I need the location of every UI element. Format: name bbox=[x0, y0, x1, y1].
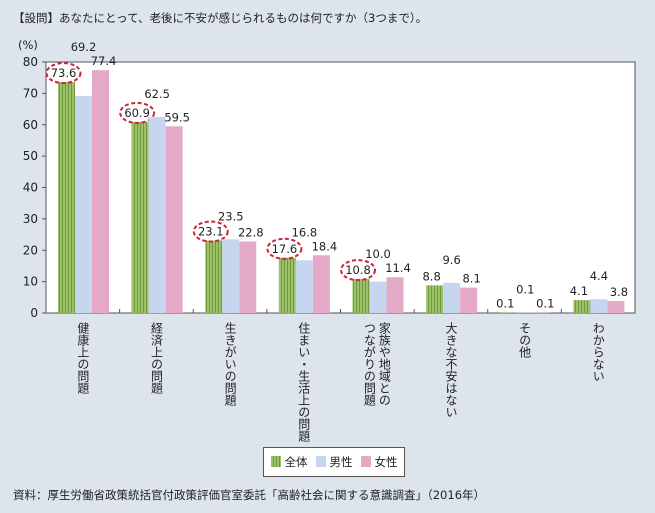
highlight-circle bbox=[192, 220, 229, 243]
data-label: 0.1 bbox=[496, 297, 514, 311]
data-label: 9.6 bbox=[442, 253, 460, 267]
bar-male bbox=[369, 281, 387, 313]
highlight-circle bbox=[45, 62, 82, 85]
y-tick-label: 70 bbox=[23, 86, 38, 100]
highlight-circle bbox=[266, 237, 303, 260]
data-label: 8.1 bbox=[462, 272, 480, 286]
bar-female bbox=[92, 70, 109, 313]
legend: 全体 男性 女性 bbox=[263, 447, 405, 477]
highlight-circle bbox=[119, 101, 156, 124]
bar-female bbox=[165, 126, 183, 313]
bar-all bbox=[352, 279, 370, 313]
bar-all bbox=[426, 285, 444, 313]
y-tick-label: 40 bbox=[23, 181, 38, 195]
category-label: その他 bbox=[517, 322, 532, 358]
data-label: 69.2 bbox=[71, 40, 97, 54]
category-label: 健康上の問題 bbox=[75, 322, 90, 394]
legend-item-all: 全体 bbox=[270, 454, 308, 470]
legend-swatch bbox=[360, 456, 371, 467]
data-label: 10.0 bbox=[365, 247, 391, 261]
data-label: 60.9 bbox=[124, 106, 150, 120]
category-label: 住まい・生活上の問題 bbox=[296, 322, 311, 442]
bar-female bbox=[607, 301, 625, 313]
y-tick-label: 10 bbox=[23, 275, 38, 289]
y-axis-unit: (%) bbox=[18, 38, 38, 52]
question-title: 【設問】あなたにとって、老後に不安が感じられるものは何ですか（3つまで）。 bbox=[13, 11, 428, 25]
bar-male bbox=[295, 260, 313, 313]
bar-female bbox=[239, 241, 257, 313]
bar-male bbox=[148, 116, 166, 313]
y-tick-label: 80 bbox=[23, 55, 38, 69]
data-label: 17.6 bbox=[272, 242, 298, 256]
data-label: 59.5 bbox=[164, 110, 190, 124]
data-label: 23.1 bbox=[198, 225, 224, 239]
category-label: 経済上の問題 bbox=[149, 322, 164, 394]
bar-male bbox=[443, 282, 461, 313]
y-tick-label: 30 bbox=[23, 212, 38, 226]
category-label: 生きがいの問題 bbox=[223, 322, 238, 406]
y-tick-label: 20 bbox=[23, 243, 38, 257]
legend-item-male: 男性 bbox=[315, 454, 353, 470]
legend-item-female: 女性 bbox=[360, 454, 398, 470]
data-label: 4.4 bbox=[590, 269, 608, 283]
data-label: 0.1 bbox=[536, 297, 554, 311]
data-label: 18.4 bbox=[312, 239, 338, 253]
data-label: 0.1 bbox=[516, 283, 534, 297]
legend-label: 全体 bbox=[284, 455, 308, 469]
y-tick-label: 0 bbox=[30, 306, 38, 320]
bar-female bbox=[386, 277, 404, 313]
bar-all bbox=[205, 240, 223, 313]
bar-all bbox=[131, 121, 149, 314]
highlight-circle bbox=[340, 259, 376, 282]
data-label: 3.8 bbox=[610, 285, 628, 299]
bar-all bbox=[278, 257, 296, 313]
legend-swatch bbox=[270, 456, 281, 467]
bar-all bbox=[573, 300, 591, 313]
bar-female bbox=[460, 287, 478, 313]
data-label: 77.4 bbox=[91, 54, 117, 68]
data-label: 4.1 bbox=[570, 284, 588, 298]
legend-swatch bbox=[315, 456, 326, 467]
y-tick-label: 50 bbox=[23, 149, 38, 163]
data-label: 10.8 bbox=[345, 263, 371, 277]
category-label: わからない bbox=[591, 322, 606, 382]
source-note: 資料：厚生労働省政策統括官付政策評価官室委託「高齢社会に関する意識調査」（201… bbox=[13, 488, 486, 502]
data-label: 16.8 bbox=[292, 225, 318, 239]
legend-label: 女性 bbox=[374, 455, 398, 469]
data-label: 8.8 bbox=[422, 269, 440, 283]
bar-female bbox=[312, 255, 330, 313]
y-tick-label: 60 bbox=[23, 118, 38, 132]
category-label: 大きな不安はない bbox=[443, 322, 458, 418]
data-label: 62.5 bbox=[144, 87, 170, 101]
data-label: 11.4 bbox=[385, 261, 411, 275]
bar-all bbox=[58, 82, 75, 313]
bar-male bbox=[75, 95, 92, 313]
legend-label: 男性 bbox=[329, 455, 353, 469]
category-label: 家族や地域との つながりの問題 bbox=[362, 322, 392, 406]
data-label: 23.5 bbox=[218, 209, 244, 223]
data-label: 73.6 bbox=[51, 66, 77, 80]
bar-male bbox=[222, 239, 240, 313]
bar-male bbox=[590, 299, 608, 313]
data-label: 22.8 bbox=[238, 225, 264, 239]
